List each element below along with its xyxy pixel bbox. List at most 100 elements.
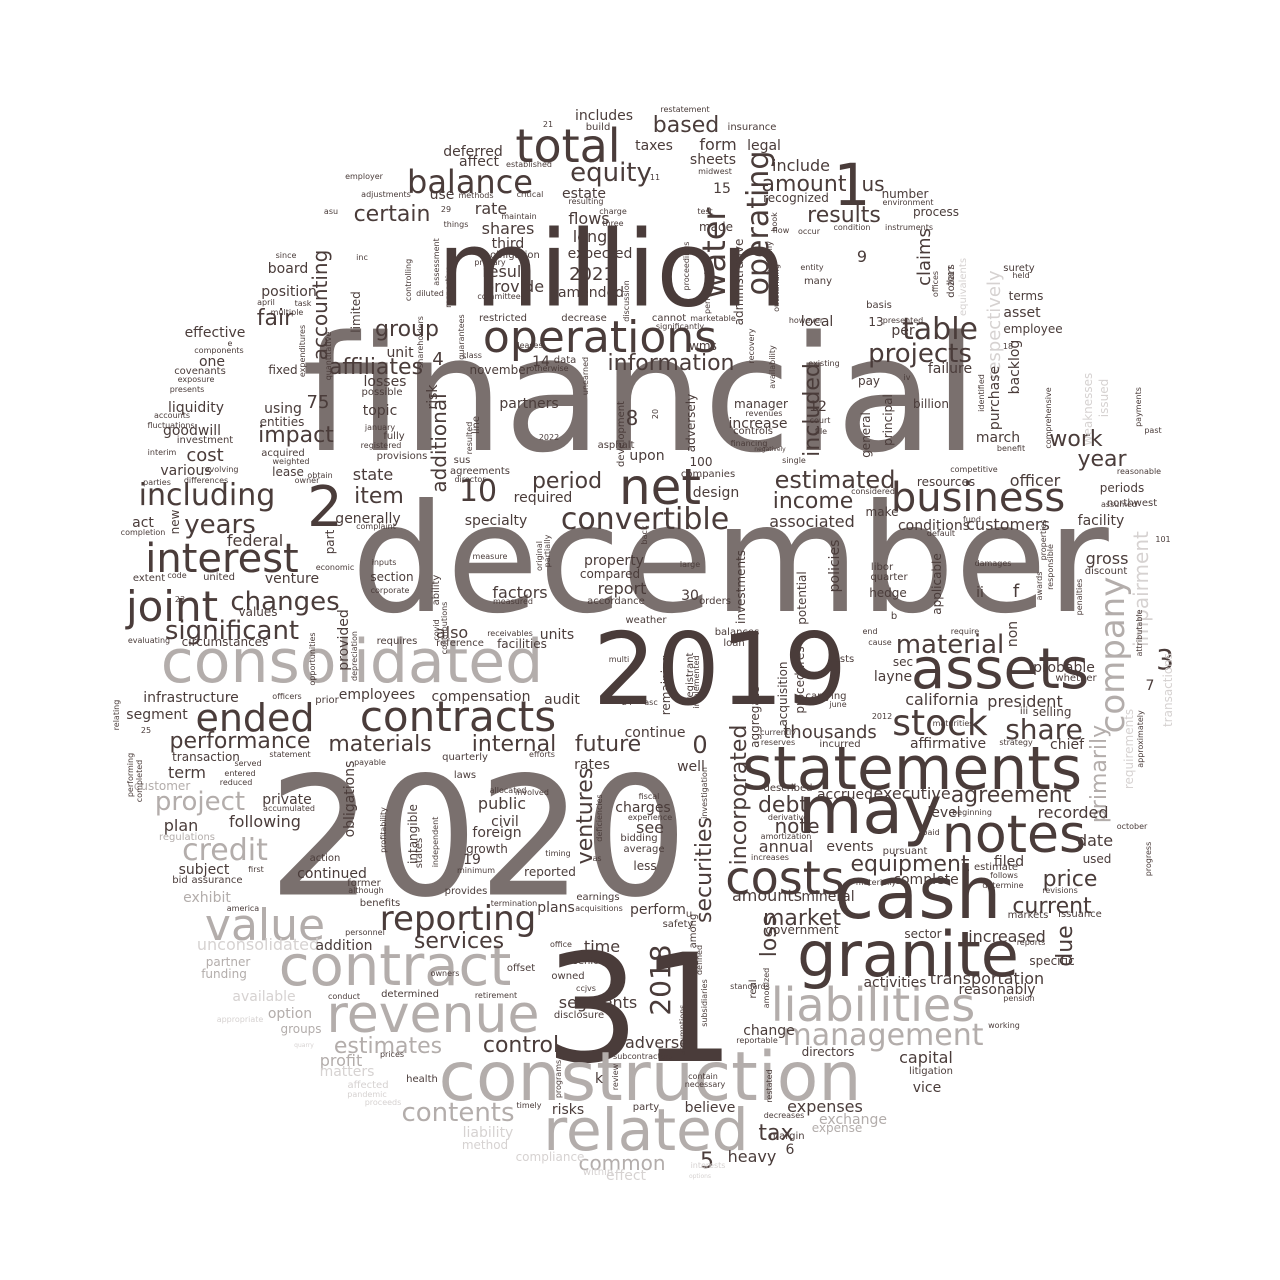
word-possible: possible: [361, 387, 403, 398]
word-business: business: [890, 475, 1066, 521]
word-acquired: acquired: [261, 448, 305, 459]
word-time: time: [583, 937, 621, 956]
word-general: general: [859, 412, 873, 458]
word-subject: subject: [178, 862, 230, 878]
word-primary: primary: [474, 258, 506, 267]
word-cause: cause: [868, 638, 892, 647]
word-discussion: discussion: [622, 280, 631, 322]
word-mineral: mineral: [801, 889, 855, 905]
word-rate: rate: [474, 199, 508, 218]
word-attributable: attributable: [1135, 609, 1144, 657]
word-less: less: [633, 859, 657, 873]
word-midwest: midwest: [698, 167, 732, 176]
word-29: 29: [440, 205, 452, 214]
word-former: former: [347, 878, 381, 889]
word-compliance: compliance: [515, 1150, 585, 1164]
word-segment: segment: [126, 707, 188, 723]
word-line: line: [471, 415, 482, 435]
word-k: k: [594, 1071, 604, 1087]
word-2017: 2017: [947, 265, 956, 287]
word-expense: expense: [811, 1121, 863, 1135]
word-follows: follows: [990, 871, 1018, 880]
word-subsidiaries: subsidiaries: [700, 979, 709, 1027]
word-tax: tax: [758, 1121, 794, 1146]
word-accordance: accordance: [587, 596, 645, 607]
word-multi: multi: [608, 655, 630, 664]
word-15: 15: [713, 181, 731, 197]
word-margin: margin: [769, 1131, 805, 1142]
word-act: act: [132, 515, 154, 531]
word-derivative: derivative: [767, 813, 809, 822]
word-e: e: [227, 339, 233, 348]
word-restated: restated: [765, 1069, 774, 1103]
word-discount: discount: [1084, 566, 1128, 577]
word-federal: federal: [226, 531, 284, 550]
word-affect: affect: [458, 154, 500, 170]
word-timely: timely: [516, 1101, 542, 1110]
word-critical: critical: [516, 190, 544, 199]
word-market: market: [762, 906, 842, 931]
word-change: change: [743, 1023, 795, 1039]
word-deferred: deferred: [443, 144, 503, 160]
word-reserves: reserves: [760, 738, 796, 747]
word-vice: vice: [912, 1080, 942, 1096]
word-increases: increases: [751, 853, 789, 862]
word-effect: effect: [605, 1168, 647, 1184]
word-acquisition: acquisition: [776, 661, 790, 727]
word-manager: manager: [734, 397, 788, 411]
word-earnings: earnings: [576, 892, 620, 903]
word-provisions: provisions: [376, 451, 428, 462]
word-contain: contain: [688, 1072, 718, 1081]
word-issued: issued: [1097, 378, 1111, 418]
word-compensation: compensation: [431, 689, 531, 705]
word-specific: specific: [1029, 954, 1075, 968]
word-united: united: [203, 572, 235, 583]
word-components: components: [194, 346, 244, 355]
word-partially: partially: [543, 534, 552, 568]
word-0: 0: [692, 731, 708, 759]
word-resources: resources: [916, 475, 976, 489]
word-determine: determine: [982, 881, 1024, 890]
word-significantly: significantly: [655, 322, 705, 331]
word-involved: involved: [515, 788, 549, 797]
word-benefits: benefits: [359, 898, 401, 909]
word-interests: interests: [690, 1161, 726, 1170]
word-employees: employees: [338, 687, 416, 703]
word-amounts: amounts: [731, 886, 803, 905]
word-including: including: [138, 478, 276, 513]
word-assumptions: assumptions: [678, 1004, 687, 1056]
word-maintain: maintain: [501, 212, 537, 221]
word-although: although: [348, 886, 384, 895]
word-parties: parties: [143, 478, 171, 487]
word-projects: projects: [868, 339, 972, 369]
word-entered: entered: [224, 769, 256, 778]
word-risk: risk: [425, 384, 441, 410]
word-u: u: [685, 909, 693, 920]
word-require: require: [950, 627, 980, 636]
word-financing: financing: [730, 439, 768, 448]
word-reduced: reduced: [219, 778, 253, 787]
word-increase: increase: [728, 416, 788, 432]
word-respective: respective: [444, 266, 453, 308]
word-three: three: [602, 219, 624, 228]
word-also: also: [435, 623, 469, 642]
word-efforts: efforts: [529, 750, 555, 759]
word-term: term: [168, 763, 206, 782]
word-fiscal: fiscal: [638, 792, 660, 801]
word-7: 7: [1145, 678, 1155, 694]
word-terms: terms: [1008, 289, 1044, 303]
word-completed: completed: [135, 759, 144, 803]
word-costs: costs: [725, 851, 845, 905]
word-impact: impact: [258, 423, 334, 448]
word-presented: presented: [882, 316, 924, 325]
word-instruments: instruments: [884, 223, 934, 232]
word-implemented: implemented: [692, 655, 701, 709]
word-owners: owners: [430, 969, 460, 978]
word-beginning: beginning: [952, 808, 992, 817]
word-services: services: [413, 929, 505, 954]
word-complete: complete: [893, 872, 959, 888]
word-minimum: minimum: [457, 866, 495, 875]
word-non: non: [1005, 620, 1021, 648]
word-fluctuations: fluctuations: [147, 421, 195, 430]
word-progress: progress: [1144, 841, 1153, 877]
